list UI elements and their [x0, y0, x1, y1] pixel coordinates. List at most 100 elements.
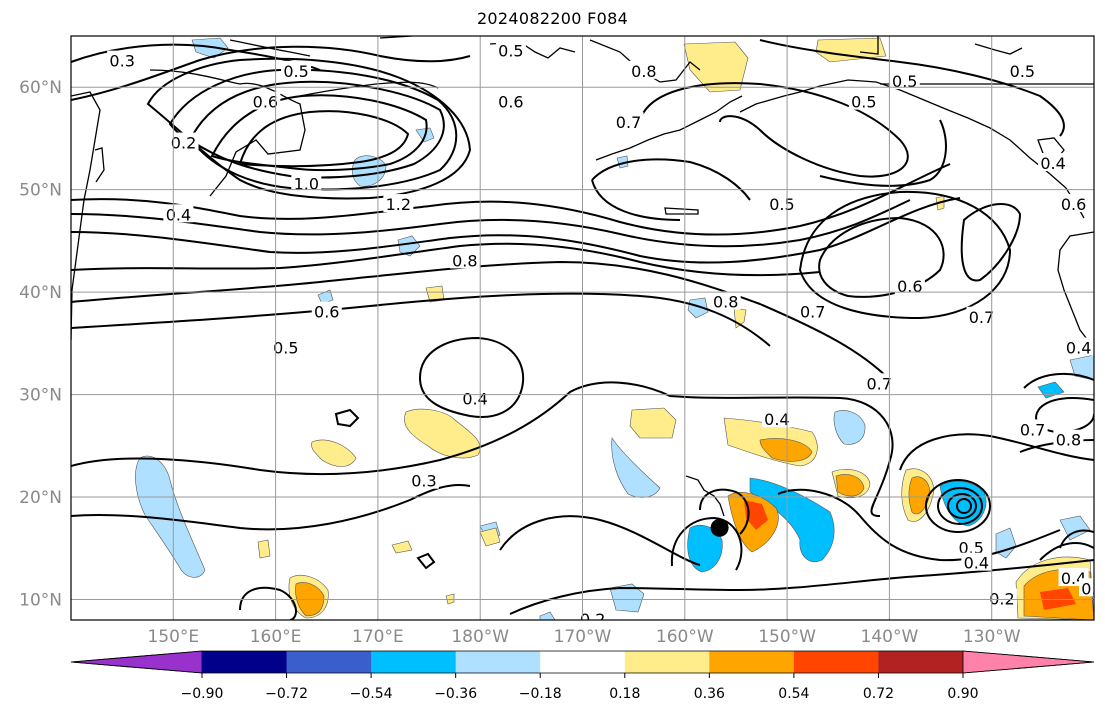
shaded-negative-light [135, 37, 1094, 620]
colorbar-tick-label: −0.18 [519, 686, 562, 702]
contour-label-bg [1053, 429, 1084, 448]
contour-label-bg [1017, 419, 1048, 438]
contour-label-bg [761, 409, 792, 428]
contour-label-bg [864, 373, 895, 392]
colorbar-tick-label: 0.90 [947, 686, 978, 702]
contour-label-bg [961, 552, 992, 571]
contour-label-bg [1038, 153, 1069, 172]
colorbar-tick-label: −0.72 [265, 686, 308, 702]
contour-label-bg [1063, 337, 1094, 356]
contour-label: 0.3 [411, 472, 436, 491]
contour-label: 0.4 [462, 390, 487, 409]
contour-labels: 0.30.50.60.21.01.20.40.50.60.80.70.50.50… [107, 40, 1105, 629]
shaded-positive-strong [744, 500, 1076, 610]
lon-tick-label: 130°W [963, 627, 1021, 647]
contour-label: 0.6 [253, 93, 278, 112]
contour-label-bg [986, 588, 1017, 607]
contour-label: 0.5 [1081, 579, 1105, 598]
contour-label: 0.4 [166, 205, 191, 224]
contour-label: 1.0 [294, 175, 319, 194]
contour-label-bg [408, 470, 439, 489]
lon-tick-label: 160°E [250, 627, 302, 647]
contour-label: 0.5 [892, 72, 917, 91]
colorbar-tick-label: 0.72 [863, 686, 894, 702]
colorbar-segment [540, 651, 626, 673]
shaded-positive-light [257, 37, 1094, 620]
contour-label-bg [1079, 578, 1094, 597]
contour-label: 0.8 [1056, 431, 1081, 450]
contour-label: 0.4 [1066, 338, 1091, 357]
contour-label-bg [250, 91, 281, 110]
lon-tick-label: 150°E [147, 627, 199, 647]
contour-label-bg [1058, 194, 1089, 213]
colorbar-tick-label: −0.54 [350, 686, 393, 702]
lon-tick-label: 160°W [656, 627, 714, 647]
colorbar-tick-label: 0.18 [609, 686, 640, 702]
lon-tick-label: 180°W [451, 627, 509, 647]
contour-label-bg [894, 276, 925, 295]
contour-label: 0.5 [959, 538, 984, 557]
colorbar-segment [202, 651, 288, 673]
map-frame [70, 35, 1095, 621]
contour-label: 0.7 [800, 303, 825, 322]
contour-label-bg [956, 537, 987, 556]
colorbar-segment [624, 651, 710, 673]
contour-label: 0.2 [171, 134, 196, 153]
contour-label: 0.8 [713, 292, 738, 311]
contour-label: 0.8 [452, 251, 477, 270]
contour-label-bg [710, 291, 741, 310]
colorbar-extend-min [70, 650, 203, 674]
contour-label: 0.8 [631, 62, 656, 81]
contour-label-bg [613, 112, 644, 131]
contour-label-bg [281, 60, 312, 79]
contour-label: 0.7 [866, 374, 891, 393]
colorbar: −0.90 −0.72 −0.54 −0.36 −0.18 0.18 0.36 0.54 0.7… [70, 650, 1095, 702]
contour-label: 0.2 [580, 610, 605, 629]
colorbar-tick-label: 0.36 [694, 686, 725, 702]
contour-label-bg [577, 609, 608, 620]
contour-label-bg [1007, 60, 1038, 79]
contour-label-bg [291, 173, 322, 192]
colorbar-tick-label: −0.36 [434, 686, 477, 702]
contour-label: 0.5 [498, 41, 523, 60]
colorbar-tick-label: −0.90 [181, 686, 224, 702]
contour-label: 0.6 [1061, 195, 1086, 214]
lat-tick-label: 60°N [19, 78, 62, 98]
colorbar-segment [878, 651, 964, 673]
contour-label-bg [966, 306, 997, 325]
contour-label-bg [168, 132, 199, 151]
contour-label: 0.5 [851, 93, 876, 112]
lat-tick-label: 10°N [19, 591, 62, 611]
contour-label-bg [495, 91, 526, 110]
contour-label: 0.4 [764, 410, 789, 429]
lat-tick-label: 20°N [19, 488, 62, 508]
lon-tick-label: 150°W [758, 627, 816, 647]
lat-tick-label: 40°N [19, 283, 62, 303]
contour-small [334, 408, 436, 570]
contour-lines [71, 39, 1094, 620]
contour-label: 0.5 [769, 195, 794, 214]
cyclone-rings [925, 479, 991, 533]
contour-label: 0.5 [1010, 62, 1035, 81]
contour-label-bg [628, 60, 659, 79]
colorbar-extend-max [962, 650, 1095, 674]
lon-tick-label: 140°W [861, 627, 919, 647]
contour-label: 0.5 [283, 62, 308, 81]
contour-label-bg [383, 194, 414, 213]
contour-label-bg [848, 91, 879, 110]
contour-label-bg [270, 337, 301, 356]
contour-label-bg [766, 194, 797, 213]
contour-label: 0.6 [314, 303, 339, 322]
contour-label-bg [797, 301, 828, 320]
lat-tick-label: 30°N [19, 386, 62, 406]
contour-label: 0.7 [616, 113, 641, 132]
colorbar-segment [709, 651, 795, 673]
contour-label: 0.3 [109, 52, 134, 71]
contour-label-bg [107, 50, 138, 69]
contour-label-bg [311, 301, 342, 320]
contour-label-bg [889, 71, 920, 90]
map-title: 2024082200 F084 [476, 9, 629, 28]
lon-tick-label: 170°W [554, 627, 612, 647]
colorbar-segment [455, 651, 541, 673]
